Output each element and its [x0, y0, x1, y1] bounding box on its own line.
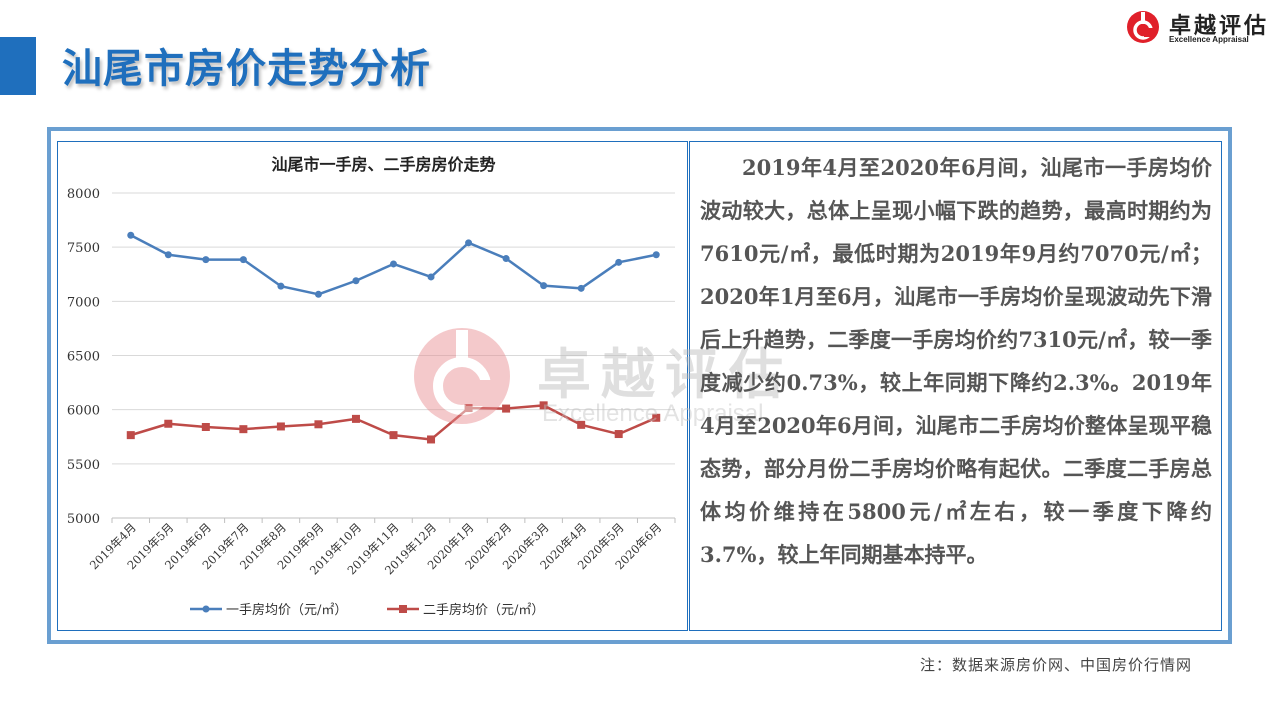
company-logo: 卓越评估 Excellence Appraisal — [1126, 6, 1276, 46]
legend-marker-1 — [202, 605, 210, 613]
series-2-point — [239, 425, 248, 434]
series-1-point — [202, 256, 210, 264]
y-tick-label: 7500 — [67, 241, 100, 256]
y-tick-label: 6000 — [67, 404, 100, 419]
series-2-point — [539, 401, 548, 410]
series-2-point — [614, 430, 623, 439]
series-2-point — [464, 404, 473, 413]
series-2-point — [164, 419, 173, 428]
logo-chinese-text: 卓越评估 — [1169, 14, 1270, 39]
y-tick-label: 5500 — [67, 458, 100, 473]
text-panel — [689, 141, 1222, 631]
chart-panel — [57, 141, 688, 631]
series-2-point — [351, 414, 360, 423]
series-1-point — [427, 273, 435, 281]
chart-title: 汕尾市一手房、二手房房价走势 — [271, 155, 495, 174]
series-2-point — [502, 404, 511, 413]
source-note: 注：数据来源房价网、中国房价行情网 — [920, 656, 1193, 674]
series-1-point — [502, 255, 510, 263]
logo-mark-icon — [1127, 11, 1159, 43]
y-tick-label: 6500 — [67, 350, 100, 365]
y-tick-label: 5000 — [67, 512, 100, 527]
y-tick-label: 8000 — [67, 187, 100, 202]
series-1-point — [277, 282, 285, 290]
legend-marker-2 — [399, 605, 407, 613]
series-1-point — [540, 282, 548, 290]
series-1-point — [127, 231, 135, 239]
series-2-point — [652, 413, 661, 422]
legend-label-1: 一手房均价（元/㎡） — [226, 602, 347, 618]
series-1-point — [577, 284, 585, 292]
page-title: 汕尾市房价走势分析 — [62, 46, 431, 92]
series-2-point — [276, 422, 285, 431]
series-2-point — [126, 431, 135, 440]
series-1-point — [239, 256, 247, 264]
series-1-point — [615, 258, 623, 266]
series-2-point — [201, 423, 210, 431]
series-2-point — [577, 420, 586, 429]
y-tick-label: 7000 — [67, 295, 100, 310]
series-2-point — [427, 435, 436, 444]
series-1-point — [390, 260, 397, 268]
series-1-point — [314, 290, 322, 298]
series-1-point — [465, 239, 473, 247]
logo-english-text: Excellence Appraisal — [1169, 35, 1249, 44]
series-2-point — [389, 431, 398, 440]
series-1-point — [652, 251, 660, 259]
analysis-paragraph: 2019年4月至2020年6月间，汕尾市一手房均价波动较大，总体上呈现小幅下跌的… — [700, 155, 1212, 567]
series-1-point — [164, 251, 172, 259]
series-1-point — [352, 277, 360, 285]
legend-label-2: 二手房均价（元/㎡） — [423, 602, 544, 618]
line-chart: 汕尾市一手房、二手房房价走势 5000 5500 6000 6500 7000 7500 80… — [67, 155, 676, 618]
title-accent-bar — [0, 37, 36, 95]
series-2-point — [314, 420, 323, 429]
